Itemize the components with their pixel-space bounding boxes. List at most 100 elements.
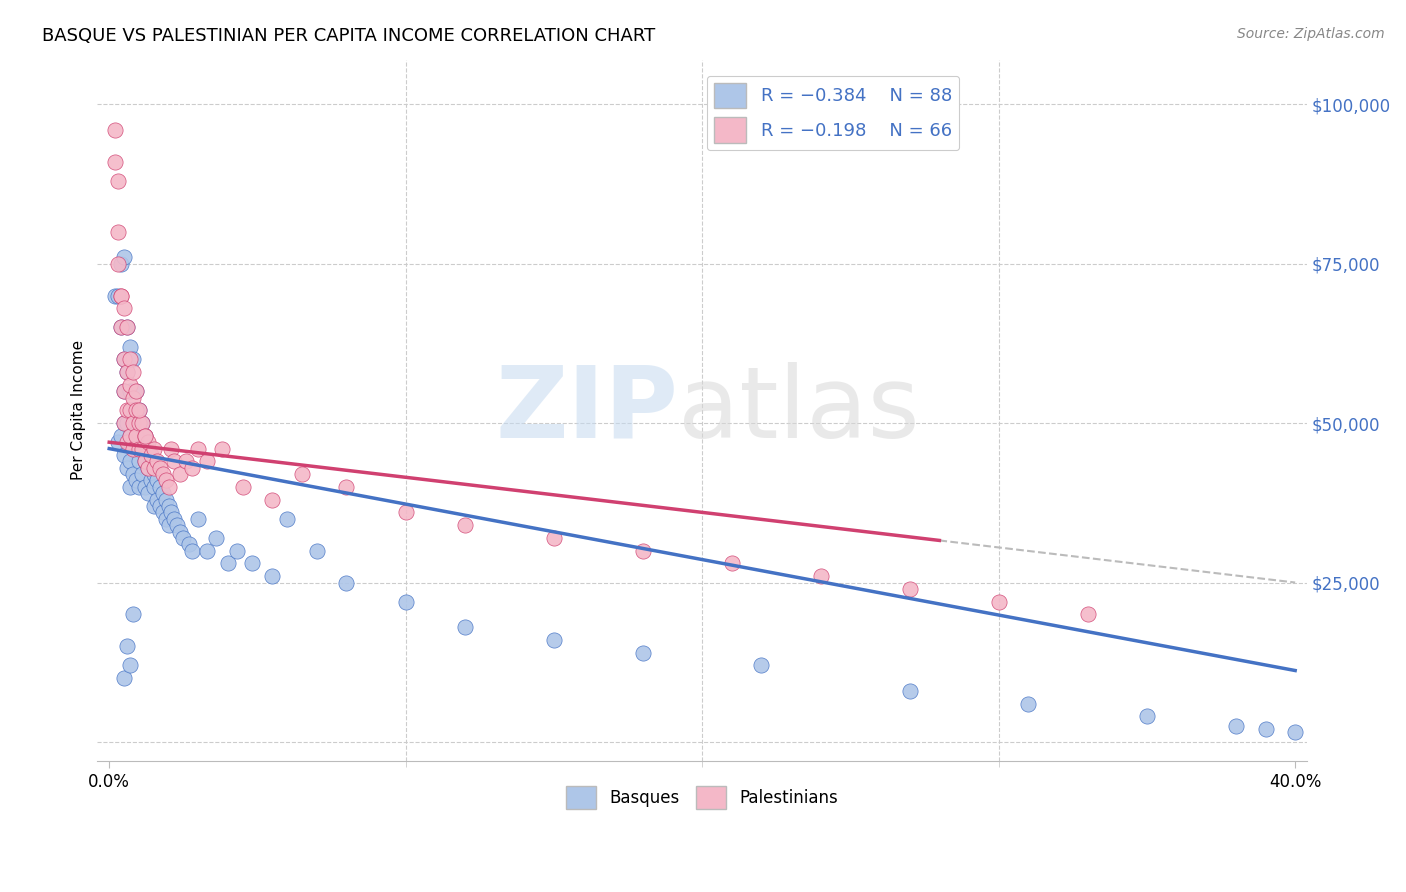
Point (225, 543, 247, 558)
Point (136, 460, 159, 475)
Point (128, 480, 150, 494)
Point (104, 288, 127, 302)
Point (987, 594, 1010, 608)
Point (112, 384, 135, 399)
Point (631, 543, 654, 558)
Point (122, 365, 145, 379)
Point (160, 442, 183, 456)
Point (152, 486, 174, 500)
Point (112, 384, 135, 399)
Text: Source: ZipAtlas.com: Source: ZipAtlas.com (1237, 27, 1385, 41)
Point (110, 288, 132, 302)
Point (112, 250, 135, 264)
Point (240, 557, 263, 571)
Point (145, 454, 167, 468)
Point (128, 442, 150, 456)
Point (139, 474, 162, 488)
Point (291, 467, 314, 482)
Point (125, 416, 148, 430)
Point (107, 288, 129, 302)
Point (262, 569, 284, 583)
Point (136, 435, 159, 450)
Point (118, 340, 141, 354)
Point (107, 174, 129, 188)
Y-axis label: Per Capita Income: Per Capita Income (72, 340, 86, 481)
Point (142, 442, 165, 456)
Point (217, 557, 239, 571)
Point (276, 512, 298, 526)
Point (128, 454, 150, 468)
Point (232, 480, 254, 494)
Point (115, 403, 138, 417)
Point (172, 531, 194, 545)
Point (155, 512, 177, 526)
Point (187, 442, 209, 456)
Point (631, 646, 654, 660)
Point (205, 531, 228, 545)
Point (110, 320, 132, 334)
Point (395, 594, 418, 608)
Point (134, 480, 156, 494)
Point (136, 442, 159, 456)
Point (110, 429, 132, 443)
Text: atlas: atlas (678, 362, 920, 458)
Point (1254, 722, 1277, 736)
Point (166, 518, 188, 533)
Point (122, 467, 145, 482)
Point (305, 543, 328, 558)
Point (134, 429, 156, 443)
Point (115, 640, 138, 654)
Point (751, 658, 773, 673)
Point (898, 582, 921, 596)
Point (543, 531, 565, 545)
Point (112, 671, 135, 685)
Point (262, 492, 284, 507)
Point (139, 454, 162, 468)
Point (131, 442, 153, 456)
Point (157, 518, 180, 533)
Point (107, 435, 129, 450)
Point (110, 320, 132, 334)
Point (110, 288, 132, 302)
Point (543, 632, 565, 647)
Point (1077, 607, 1099, 622)
Point (810, 569, 832, 583)
Point (1225, 719, 1247, 733)
Point (157, 499, 180, 513)
Point (152, 467, 174, 482)
Point (112, 352, 135, 367)
Point (169, 524, 191, 539)
Point (118, 403, 141, 417)
Point (195, 454, 218, 468)
Legend: Basques, Palestinians: Basques, Palestinians (560, 779, 845, 816)
Point (125, 384, 148, 399)
Point (1284, 725, 1306, 739)
Point (112, 416, 135, 430)
Point (122, 435, 145, 450)
Point (104, 122, 127, 136)
Point (131, 416, 153, 430)
Point (118, 429, 141, 443)
Point (118, 384, 141, 399)
Point (125, 442, 148, 456)
Point (211, 442, 233, 456)
Point (176, 454, 198, 468)
Point (149, 499, 172, 513)
Point (335, 480, 357, 494)
Point (118, 377, 141, 392)
Point (125, 384, 148, 399)
Point (115, 460, 138, 475)
Point (115, 320, 138, 334)
Point (134, 454, 156, 468)
Point (136, 460, 159, 475)
Text: BASQUE VS PALESTINIAN PER CAPITA INCOME CORRELATION CHART: BASQUE VS PALESTINIAN PER CAPITA INCOME … (42, 27, 655, 45)
Point (110, 257, 132, 271)
Point (122, 391, 145, 405)
Point (169, 467, 191, 482)
Point (454, 518, 477, 533)
Point (118, 658, 141, 673)
Point (112, 301, 135, 316)
Point (122, 442, 145, 456)
Point (145, 474, 167, 488)
Point (155, 474, 177, 488)
